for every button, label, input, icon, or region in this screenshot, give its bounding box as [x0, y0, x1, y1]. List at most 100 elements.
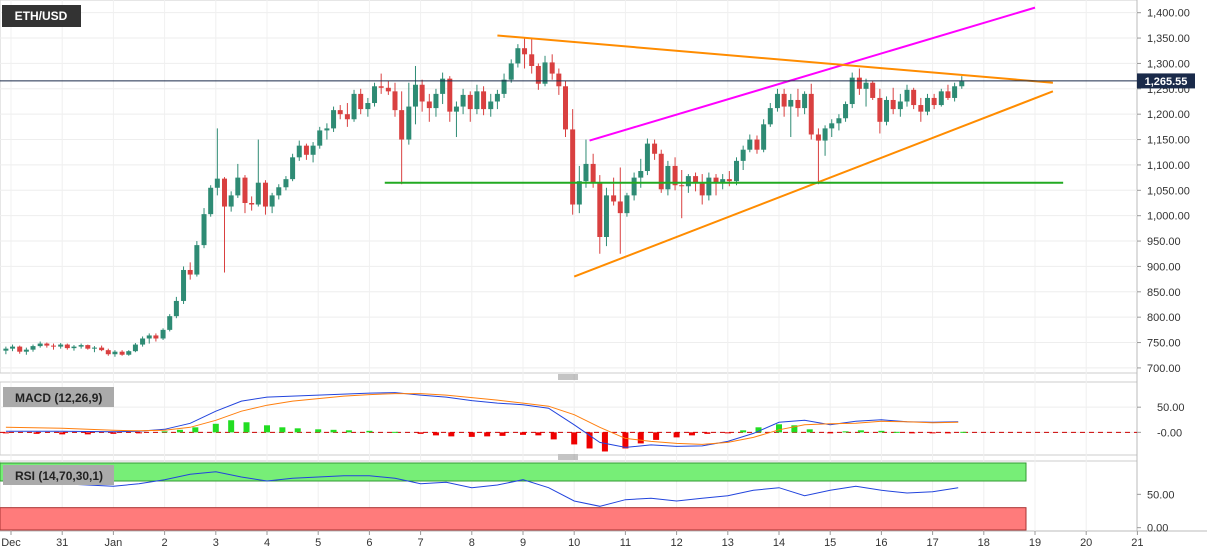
macd-histogram-bar [622, 432, 629, 449]
candle-body [269, 195, 275, 207]
candle-body [78, 345, 84, 347]
macd-histogram-bar [601, 432, 608, 452]
macd-histogram-bar [417, 432, 424, 434]
candle-body [699, 182, 705, 196]
x-tick-label: 17 [926, 537, 938, 549]
x-tick-label: Jan [105, 537, 123, 549]
candle-body [37, 343, 43, 347]
macd-histogram-bar [84, 432, 91, 435]
y-tick-label: 1,400.00 [1147, 8, 1190, 20]
candle-body [467, 94, 473, 110]
y-tick-label: 1,150.00 [1147, 135, 1190, 147]
macd-histogram-bar [929, 432, 936, 434]
candle-body [767, 108, 773, 125]
candle-body [153, 335, 159, 339]
candle-body [924, 97, 930, 112]
y-tick-label: 1,100.00 [1147, 160, 1190, 172]
candle-body [249, 202, 255, 205]
candle-body [214, 178, 220, 188]
candle-body [726, 179, 732, 182]
macd-histogram-bar [59, 432, 66, 435]
candle-body [146, 335, 152, 339]
candle-body [938, 91, 944, 106]
candle-body [884, 99, 890, 122]
macd-histogram-bar [345, 430, 352, 433]
candle-body [720, 179, 726, 183]
macd-histogram-bar [448, 432, 455, 437]
y-tick-label: 700.00 [1147, 363, 1181, 375]
x-tick-label: 31 [56, 537, 68, 549]
candle-body [515, 48, 521, 64]
x-tick-label: 9 [520, 537, 526, 549]
x-tick-label: 16 [875, 537, 887, 549]
chart-pane-2 [0, 381, 1138, 456]
candle-body [474, 91, 480, 110]
macd-histogram-bar [944, 432, 951, 434]
candle-body [829, 123, 835, 129]
candle-body [3, 348, 9, 351]
pane-resize-handle[interactable] [558, 454, 578, 460]
macd-histogram-bar [520, 432, 526, 435]
candle-body [734, 160, 740, 182]
symbol-box [2, 5, 81, 27]
candle-body [535, 65, 541, 84]
x-tick-label: 8 [469, 537, 475, 549]
macd-histogram-bar [161, 431, 168, 433]
macd-histogram-bar [688, 432, 695, 436]
candle-body [99, 347, 105, 351]
candle-body [160, 329, 166, 339]
candle-body [58, 344, 64, 347]
y-tick-label: 1,050.00 [1147, 185, 1190, 197]
x-tick-label: 10 [568, 537, 580, 549]
candle-body [693, 176, 699, 183]
x-tick-label: 5 [315, 537, 321, 549]
macd-histogram-bar [535, 432, 542, 436]
candlestick-series [3, 38, 965, 357]
candle-body [426, 101, 432, 109]
macd-histogram-bar [110, 432, 117, 434]
candle-body [222, 178, 228, 207]
y-tick-label: 50.00 [1147, 489, 1175, 501]
y-tick-label: 1,350.00 [1147, 33, 1190, 45]
trendline [573, 90, 1054, 278]
y-tick-label: -0.00 [1157, 427, 1182, 439]
candle-body [617, 201, 623, 214]
macd-histogram-bar [893, 431, 900, 433]
macd-histogram-bar [791, 425, 798, 433]
candle-body [590, 163, 596, 183]
macd-histogram-bar [294, 428, 301, 433]
candle-body [296, 145, 302, 158]
candle-body [945, 91, 951, 98]
y-tick-label: 800.00 [1147, 312, 1181, 324]
candle-body [740, 149, 746, 161]
candle-body [652, 143, 658, 154]
candle-body [10, 346, 16, 349]
candle-body [255, 182, 261, 205]
candle-body [713, 177, 719, 183]
candle-body [808, 93, 814, 135]
candle-body [897, 101, 903, 110]
candle-body [392, 91, 398, 111]
macd-histogram-bar [909, 432, 916, 434]
macd-histogram-bar [827, 432, 834, 434]
candle-body [290, 157, 296, 180]
candle-body [494, 93, 500, 102]
y-tick-label: 50.00 [1157, 402, 1185, 414]
candle-body [112, 351, 118, 355]
candle-body [126, 351, 132, 355]
candle-body [17, 346, 23, 352]
x-tick-label: 20 [1080, 537, 1092, 549]
rsi-oversold-zone [0, 507, 1027, 531]
candle-body [597, 182, 603, 237]
pane-resize-handle[interactable] [558, 374, 578, 380]
candle-body [788, 99, 794, 107]
trendline [497, 34, 1054, 84]
macd-histogram-bar [857, 430, 864, 433]
macd-histogram-bar [468, 432, 475, 437]
candle-body [385, 87, 391, 92]
candle-body [747, 139, 753, 150]
y-tick-label: 850.00 [1147, 287, 1181, 299]
macd-histogram-bar [878, 430, 885, 433]
last-price-tag [1137, 73, 1195, 89]
candle-body [570, 129, 576, 205]
